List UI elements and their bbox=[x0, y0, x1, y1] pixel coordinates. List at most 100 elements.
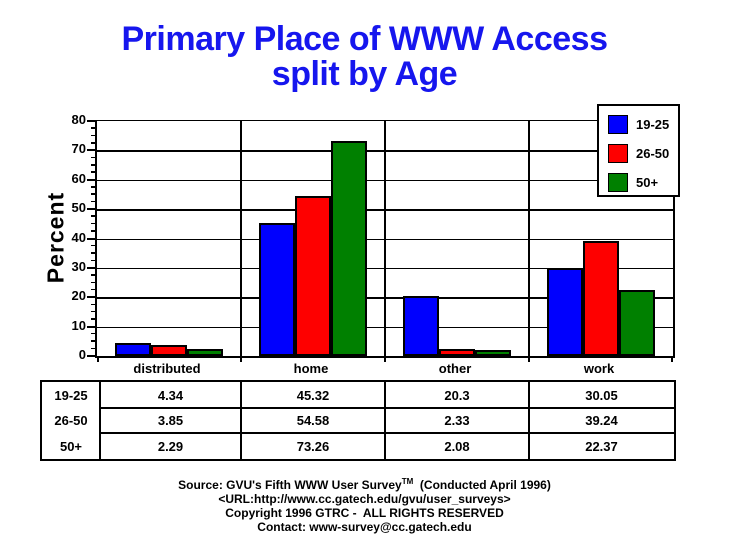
legend-swatch-50+ bbox=[608, 173, 628, 192]
y-axis-minor-tick bbox=[91, 340, 95, 342]
y-axis-minor-tick bbox=[91, 134, 95, 137]
y-axis-major-tick bbox=[87, 355, 95, 357]
y-axis-minor-tick bbox=[91, 310, 95, 313]
y-axis-minor-tick bbox=[91, 347, 95, 350]
y-axis-minor-tick bbox=[91, 142, 95, 144]
footer: Source: GVU's Fifth WWW User SurveyTM (C… bbox=[0, 475, 729, 534]
category-separator bbox=[240, 121, 242, 362]
contact-line: Contact: www-survey@cc.gatech.edu bbox=[257, 520, 472, 534]
table-cell-50+-other: 2.08 bbox=[444, 438, 470, 454]
table-cell-26-50-other: 2.33 bbox=[444, 413, 470, 428]
bar-home-26-50 bbox=[295, 195, 331, 356]
y-axis-tick-label: 80 bbox=[71, 112, 86, 127]
legend-label: 50+ bbox=[636, 175, 659, 190]
copyright-line: Copyright 1996 GTRC - ALL RIGHTS RESERVE… bbox=[225, 506, 504, 520]
table-cell-26-50-work: 39.24 bbox=[585, 413, 618, 428]
y-axis-tick-label: 50 bbox=[71, 200, 86, 216]
y-axis-minor-tick bbox=[91, 127, 95, 129]
x-axis-edge-tick bbox=[97, 356, 99, 362]
table-row-label: 19-25 bbox=[54, 387, 88, 403]
y-axis-minor-tick bbox=[91, 274, 95, 276]
y-axis-major-tick bbox=[87, 266, 95, 269]
y-axis-minor-tick bbox=[91, 222, 95, 225]
x-axis-category-label: distributed bbox=[133, 361, 201, 376]
bar-work-26-50 bbox=[583, 240, 619, 356]
bar-other-50+ bbox=[475, 349, 511, 356]
table-cell-50+-work: 22.37 bbox=[585, 438, 618, 454]
table-cell-26-50-home: 54.58 bbox=[296, 413, 330, 428]
plot-area bbox=[87, 120, 675, 362]
table-cell-26-50-distributed: 3.85 bbox=[157, 413, 184, 428]
y-axis-minor-tick bbox=[91, 186, 95, 188]
category-separator bbox=[528, 121, 530, 362]
y-axis-minor-tick bbox=[91, 281, 95, 284]
y-axis-tick-label: 10 bbox=[71, 317, 86, 333]
bar-home-50+ bbox=[331, 140, 367, 356]
bar-distributed-19-25 bbox=[115, 343, 151, 356]
y-axis-major-tick bbox=[87, 325, 95, 328]
table-row-label: 26-50 bbox=[54, 413, 88, 428]
x-axis-category-label: work bbox=[583, 361, 615, 376]
bar-work-19-25 bbox=[547, 267, 583, 356]
y-axis-minor-tick bbox=[91, 156, 95, 159]
y-axis-tick-label: 30 bbox=[71, 258, 86, 274]
y-axis-major-tick bbox=[87, 120, 95, 122]
table-cell-50+-home: 73.26 bbox=[296, 438, 330, 454]
x-axis-category-label: home bbox=[293, 361, 329, 376]
y-axis-minor-tick bbox=[91, 200, 95, 203]
source-line: Source: GVU's Fifth WWW User SurveyTM (C… bbox=[178, 477, 551, 492]
legend: 19-25 26-50 50+ bbox=[597, 104, 680, 197]
y-axis-minor-tick bbox=[91, 244, 95, 247]
table-cell-19-25-other: 20.3 bbox=[444, 387, 470, 403]
legend-swatch-19-25 bbox=[608, 115, 628, 134]
y-axis-tick-label: 0 bbox=[78, 347, 86, 362]
category-separator bbox=[384, 121, 386, 362]
table-row-divider bbox=[100, 432, 674, 434]
y-axis-major-tick bbox=[87, 178, 95, 181]
bar-distributed-50+ bbox=[187, 349, 223, 356]
legend-label: 26-50 bbox=[636, 146, 670, 161]
chart-title-line-1: Primary Place of WWW Access bbox=[121, 20, 608, 58]
table-cell-50+-distributed: 2.29 bbox=[157, 438, 184, 454]
y-axis-minor-tick bbox=[91, 164, 95, 166]
url-line: <URL:http://www.cc.gatech.edu/gvu/user_s… bbox=[218, 492, 511, 506]
bar-distributed-26-50 bbox=[151, 344, 187, 356]
trademark-symbol: TM bbox=[401, 477, 414, 486]
y-axis-minor-tick bbox=[91, 332, 95, 335]
table-column-divider bbox=[99, 382, 101, 459]
bar-other-19-25 bbox=[403, 296, 439, 356]
y-axis-major-tick bbox=[87, 149, 95, 152]
table-column-divider bbox=[240, 382, 242, 459]
y-axis-major-tick bbox=[87, 296, 95, 299]
y-axis-minor-tick bbox=[91, 215, 95, 217]
y-axis-minor-tick bbox=[91, 303, 95, 306]
y-axis-major-tick bbox=[87, 237, 95, 240]
data-table: 19-25 4.34 45.32 20.3 30.05 26-50 3.85 54.58 2.3… bbox=[40, 380, 676, 461]
y-axis-minor-tick bbox=[91, 288, 95, 291]
y-axis-minor-tick bbox=[91, 193, 95, 195]
x-axis-edge-tick bbox=[671, 356, 673, 362]
bar-work-50+ bbox=[619, 290, 655, 356]
table-row-label: 50+ bbox=[59, 438, 83, 454]
x-axis-category-label: other bbox=[438, 361, 472, 376]
y-axis-tick-label: 40 bbox=[71, 229, 86, 245]
bar-home-19-25 bbox=[259, 222, 295, 356]
bar-other-26-50 bbox=[439, 349, 475, 356]
y-axis-tick-label: 60 bbox=[71, 170, 86, 186]
y-axis-minor-tick bbox=[91, 171, 95, 173]
y-axis-minor-tick bbox=[91, 252, 95, 254]
y-axis-minor-tick bbox=[91, 318, 95, 320]
legend-swatch-26-50 bbox=[608, 144, 628, 163]
y-axis-minor-tick bbox=[91, 230, 95, 232]
y-axis-tick-label: 20 bbox=[71, 288, 86, 304]
y-axis-major-tick bbox=[87, 208, 95, 211]
table-cell-19-25-home: 45.32 bbox=[296, 387, 330, 403]
table-cell-19-25-work: 30.05 bbox=[585, 387, 618, 403]
table-row-divider bbox=[100, 407, 674, 409]
chart-title: Primary Place of WWW Access split by Age bbox=[0, 22, 729, 92]
chart-title-line-2: split by Age bbox=[271, 55, 458, 93]
table-column-divider bbox=[384, 382, 386, 459]
y-axis-minor-tick bbox=[91, 259, 95, 262]
table-column-divider bbox=[528, 382, 530, 459]
